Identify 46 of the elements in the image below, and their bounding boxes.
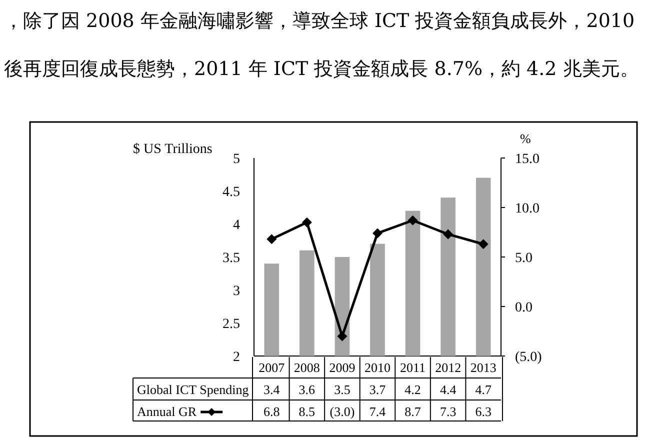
text: 後再度回復成長態勢，2011 年 ICT 投資金額成長 8.7%，約 4.2 兆美元。 (4, 58, 639, 80)
data-label: 3.6 (298, 382, 316, 397)
x-tick-label: 2010 (364, 360, 390, 375)
legend-label: Annual GR (137, 404, 197, 419)
data-label: 4.7 (475, 382, 492, 397)
y-tick-label: 3.5 (222, 251, 240, 266)
x-tick-label: 2013 (470, 360, 496, 375)
data-label: 3.5 (334, 382, 350, 397)
y2-axis-title: % (520, 131, 531, 146)
x-tick-label: 2012 (435, 360, 462, 375)
y-tick-label: 4.5 (222, 185, 240, 200)
data-label: 8.7 (404, 404, 422, 419)
y-tick-label: 4 (233, 218, 240, 233)
y-tick-label: 5 (233, 152, 240, 167)
y2-tick-label: 0.0 (515, 300, 532, 316)
y-tick-label: 2 (233, 350, 240, 365)
data-label: 3.4 (264, 382, 280, 397)
point (337, 331, 348, 342)
x-tick-label: 2007 (258, 360, 286, 375)
point (443, 229, 454, 240)
data-label: 4.4 (440, 382, 457, 397)
data-label: 4.2 (404, 382, 421, 397)
point (302, 217, 312, 228)
y2-tick-label: 10.0 (515, 202, 540, 216)
x-tick-label: 2008 (294, 360, 320, 375)
data-label: 7.4 (369, 404, 386, 419)
x-tick-label: 2009 (329, 360, 356, 375)
point (478, 239, 488, 250)
data-label: 6.3 (475, 404, 492, 419)
data-label: 3.7 (369, 382, 386, 397)
y2-tick-label: (5.0) (515, 350, 542, 365)
text: Global ICT Spending (137, 382, 250, 397)
y-axis-title: $ US Trillions (133, 142, 212, 157)
y2-tick-label: 15.0 (515, 152, 540, 167)
data-label: (3.0) (330, 404, 355, 419)
text: ，除了因 2008 年金融海嘯影響，導致全球 ICT 投資金額負成長外，2010 (4, 10, 635, 32)
point (372, 228, 382, 238)
point (408, 215, 418, 226)
y-tick-label: 3 (233, 284, 240, 299)
data-label: 7.3 (440, 404, 456, 419)
point (266, 234, 277, 244)
y2-tick-label: 5.0 (515, 251, 532, 266)
data-label: 6.8 (264, 404, 280, 419)
data-label: 8.5 (298, 404, 316, 419)
x-tick-label: 2011 (400, 360, 426, 375)
y-tick-label: 2.5 (222, 317, 240, 332)
